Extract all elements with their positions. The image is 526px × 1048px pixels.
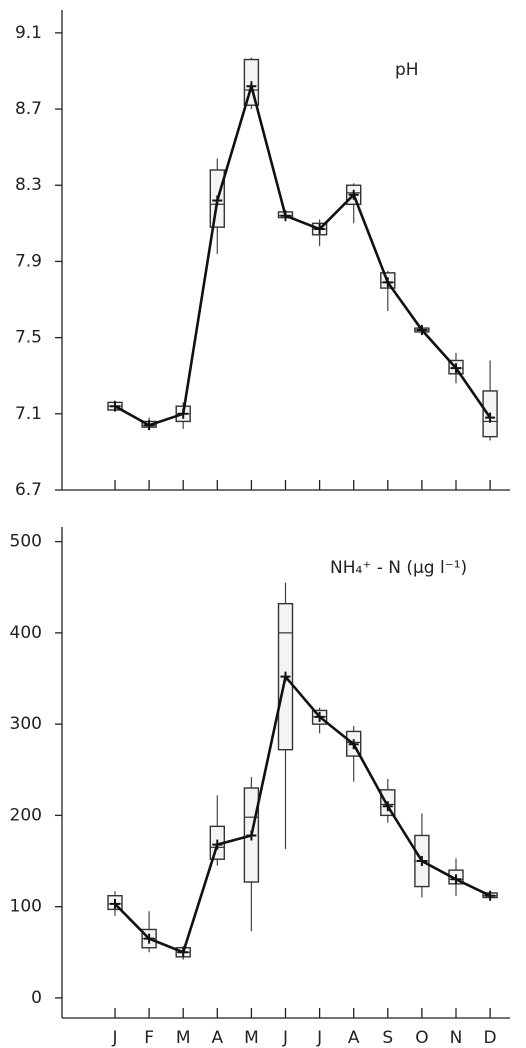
mean-marker (416, 856, 427, 867)
x-tick-label: A (348, 1028, 360, 1048)
mean-marker (178, 408, 189, 419)
y-tick-label: 100 (10, 897, 42, 917)
mean-marker (382, 277, 393, 288)
mean-marker (485, 890, 496, 901)
mean-marker (280, 671, 291, 682)
mean-marker (280, 210, 291, 221)
annotation: pH (395, 60, 419, 80)
x-tick-label: O (415, 1028, 428, 1048)
x-tick-label: J (316, 1028, 322, 1048)
y-tick-label: 400 (10, 623, 42, 643)
x-tick-label: F (144, 1028, 154, 1048)
x-tick-label: D (484, 1028, 497, 1048)
mean-marker (451, 874, 461, 885)
mean-marker (485, 412, 496, 423)
mean-marker (178, 947, 189, 958)
y-tick-label: 300 (10, 714, 42, 734)
mean-line (114, 673, 491, 955)
annotation: NH₄⁺ - N (µg l⁻¹) (330, 558, 467, 578)
mean-marker (110, 898, 120, 909)
x-tick-label: J (282, 1028, 288, 1048)
y-tick-label: 0 (31, 988, 42, 1008)
y-tick-label: 6.7 (15, 480, 42, 500)
x-tick-label: M (176, 1028, 191, 1048)
x-tick-label: M (244, 1028, 259, 1048)
mean-marker (246, 830, 257, 841)
mean-marker (314, 711, 325, 722)
x-tick-label: S (382, 1028, 393, 1048)
y-tick-label: 7.5 (15, 328, 42, 348)
y-tick-label: 500 (10, 532, 42, 552)
mean-line (114, 81, 492, 427)
y-tick-label: 8.7 (15, 99, 42, 119)
mean-marker (212, 195, 223, 206)
mean-marker (314, 224, 325, 235)
mean-marker (144, 933, 155, 944)
mean-marker (451, 363, 461, 374)
mean-marker (144, 420, 155, 431)
y-tick-label: 7.9 (15, 251, 42, 271)
y-tick-label: 8.3 (15, 175, 42, 195)
y-tick-label: 200 (10, 805, 42, 825)
mean-marker (246, 81, 257, 92)
x-tick-label: J (111, 1028, 117, 1048)
y-tick-label: 9.1 (15, 23, 42, 43)
x-tick-label: N (450, 1028, 463, 1048)
mean-marker (110, 401, 120, 412)
x-tick-label: A (211, 1028, 223, 1048)
mean-marker (416, 325, 427, 335)
mean-marker (348, 739, 359, 750)
y-tick-label: 7.1 (15, 404, 42, 424)
mean-marker (382, 801, 393, 812)
mean-marker (212, 839, 223, 850)
mean-marker (348, 189, 359, 200)
